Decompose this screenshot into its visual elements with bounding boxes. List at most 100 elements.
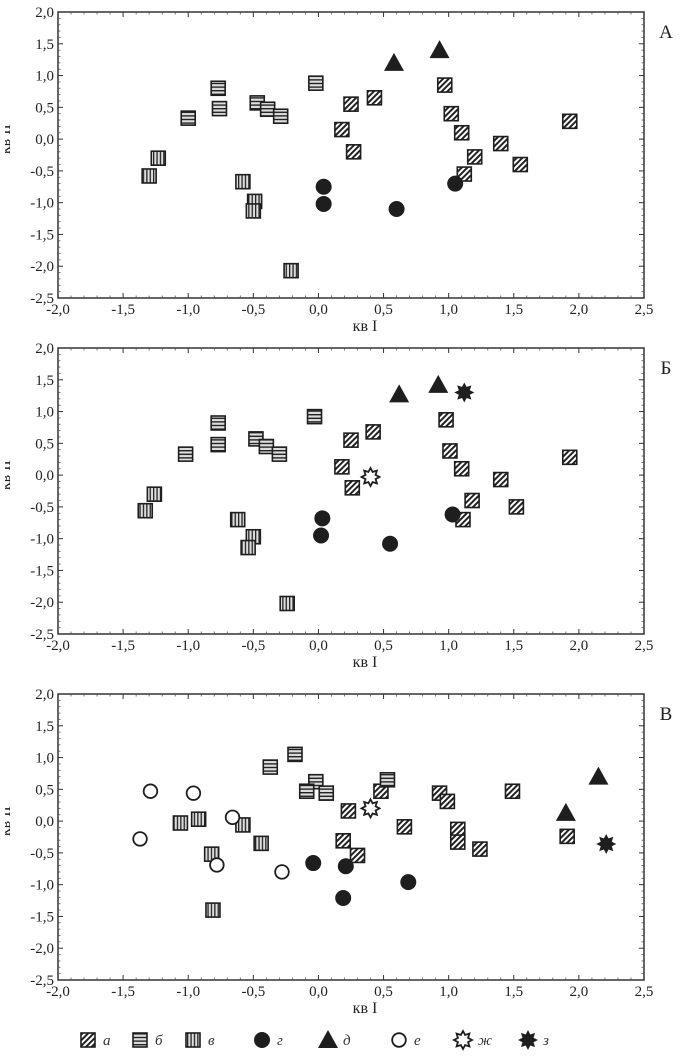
x-tick-label: 0,5 — [374, 302, 393, 318]
y-tick-label: -2,0 — [30, 259, 54, 275]
x-tick-label: -1,0 — [176, 638, 200, 654]
point-diag — [443, 105, 460, 122]
y-tick-label: 0,0 — [35, 132, 54, 148]
point-horiz — [298, 783, 315, 800]
point-vert — [240, 539, 256, 556]
legend-item: з — [518, 1030, 549, 1050]
x-tick-label: -1,5 — [111, 638, 135, 654]
panel-label: В — [660, 704, 673, 725]
point-vert — [150, 150, 167, 166]
point-vert — [235, 817, 251, 833]
point-horiz — [180, 110, 197, 126]
series-triangle — [555, 766, 609, 821]
x-tick-label: -2,0 — [46, 638, 70, 654]
point-horiz — [210, 415, 226, 431]
plot-frame — [57, 11, 645, 299]
y-tick-label: 2,0 — [35, 341, 54, 357]
point-horiz — [210, 80, 226, 97]
x-tick-label: 1,0 — [439, 638, 458, 654]
point-dot — [313, 527, 330, 544]
x-tick-label: -0,5 — [241, 638, 265, 654]
point-diag — [466, 149, 483, 165]
point-diag — [449, 834, 466, 850]
legend-label: ж — [478, 1033, 492, 1049]
point-triangle — [428, 374, 449, 393]
y-tick-label: -0,5 — [30, 500, 54, 516]
y-tick-label: -1,5 — [30, 563, 54, 579]
series-diag — [334, 77, 578, 182]
point-diag — [561, 113, 578, 130]
point-horiz — [177, 446, 194, 462]
series-diag — [335, 783, 575, 864]
point-dot — [337, 858, 354, 875]
series-dot — [313, 506, 461, 552]
y-tick-label: 0,5 — [35, 436, 54, 452]
point-vert — [229, 511, 246, 528]
legend-item: б — [132, 1032, 163, 1049]
point-diag — [449, 821, 466, 838]
point-horiz — [272, 108, 289, 125]
legend-label: а — [103, 1033, 111, 1049]
panel-label: А — [659, 22, 673, 43]
point-diag — [334, 459, 350, 475]
series-dot — [305, 855, 417, 907]
y-tick-label: 2,0 — [35, 5, 54, 21]
series-triangle — [383, 40, 450, 71]
point-diag — [340, 803, 357, 819]
point-diag — [512, 156, 529, 173]
x-tick-label: 2,5 — [635, 302, 654, 318]
point-horiz — [306, 408, 323, 425]
x-tick-label: 2,0 — [570, 984, 589, 1000]
panel-2: -2,0 -1,5 -1,0 -0,5 0,0 0,5 1,0 1,5 2,0 2,5 2,0 1,5… — [0, 341, 671, 671]
series-triangle — [389, 374, 449, 403]
x-axis-label: кв I — [353, 318, 378, 335]
y-tick-label: 0,5 — [35, 100, 54, 116]
x-tick-label: 1,0 — [439, 302, 458, 318]
x-tick-label: 1,5 — [504, 302, 523, 318]
point-horiz — [308, 75, 324, 91]
point-circle-open — [209, 857, 225, 873]
y-tick-label: -1,0 — [30, 196, 54, 212]
point-diag — [396, 819, 413, 835]
y-tick-label: 0,5 — [35, 782, 54, 798]
point-dot — [315, 195, 332, 212]
point-diag — [492, 471, 509, 488]
point-circle-open — [132, 831, 148, 847]
legend-marker-star-filled — [518, 1030, 538, 1050]
y-label-mask — [0, 445, 5, 506]
legend-item: ж — [452, 1029, 492, 1051]
x-tick-label: -2,0 — [46, 302, 70, 318]
point-circle-open — [224, 809, 241, 825]
y-tick-label: 1,0 — [35, 69, 54, 85]
y-tick-label: 1,0 — [35, 405, 54, 421]
point-diag — [439, 793, 456, 810]
point-diag — [366, 90, 383, 106]
series-circle-open — [132, 783, 290, 880]
point-dot — [444, 506, 461, 523]
x-tick-label: -1,0 — [176, 984, 200, 1000]
point-vert — [279, 595, 295, 612]
point-diag — [365, 424, 381, 440]
legend: а б в г д е ж з — [80, 1029, 549, 1051]
x-tick-label: -1,5 — [111, 984, 135, 1000]
y-tick-label: 1,0 — [35, 751, 54, 767]
point-vert — [245, 203, 262, 219]
x-axis-label: кв I — [353, 654, 378, 671]
legend-marker-horiz — [132, 1032, 148, 1048]
point-diag — [334, 121, 350, 138]
point-triangle — [429, 40, 450, 59]
point-diag — [344, 480, 361, 496]
y-tick-label: -2,5 — [30, 291, 54, 307]
series-horiz — [180, 75, 324, 126]
series-star-open — [359, 466, 382, 488]
point-triangle — [389, 384, 410, 403]
x-tick-label: 2,0 — [570, 302, 589, 318]
point-vert — [235, 173, 251, 190]
x-tick-label: 0,5 — [374, 638, 393, 654]
legend-marker-dot — [254, 1032, 270, 1048]
point-star-filled — [454, 382, 475, 403]
point-dot — [335, 890, 352, 907]
point-diag — [561, 449, 578, 466]
point-diag — [349, 847, 366, 864]
